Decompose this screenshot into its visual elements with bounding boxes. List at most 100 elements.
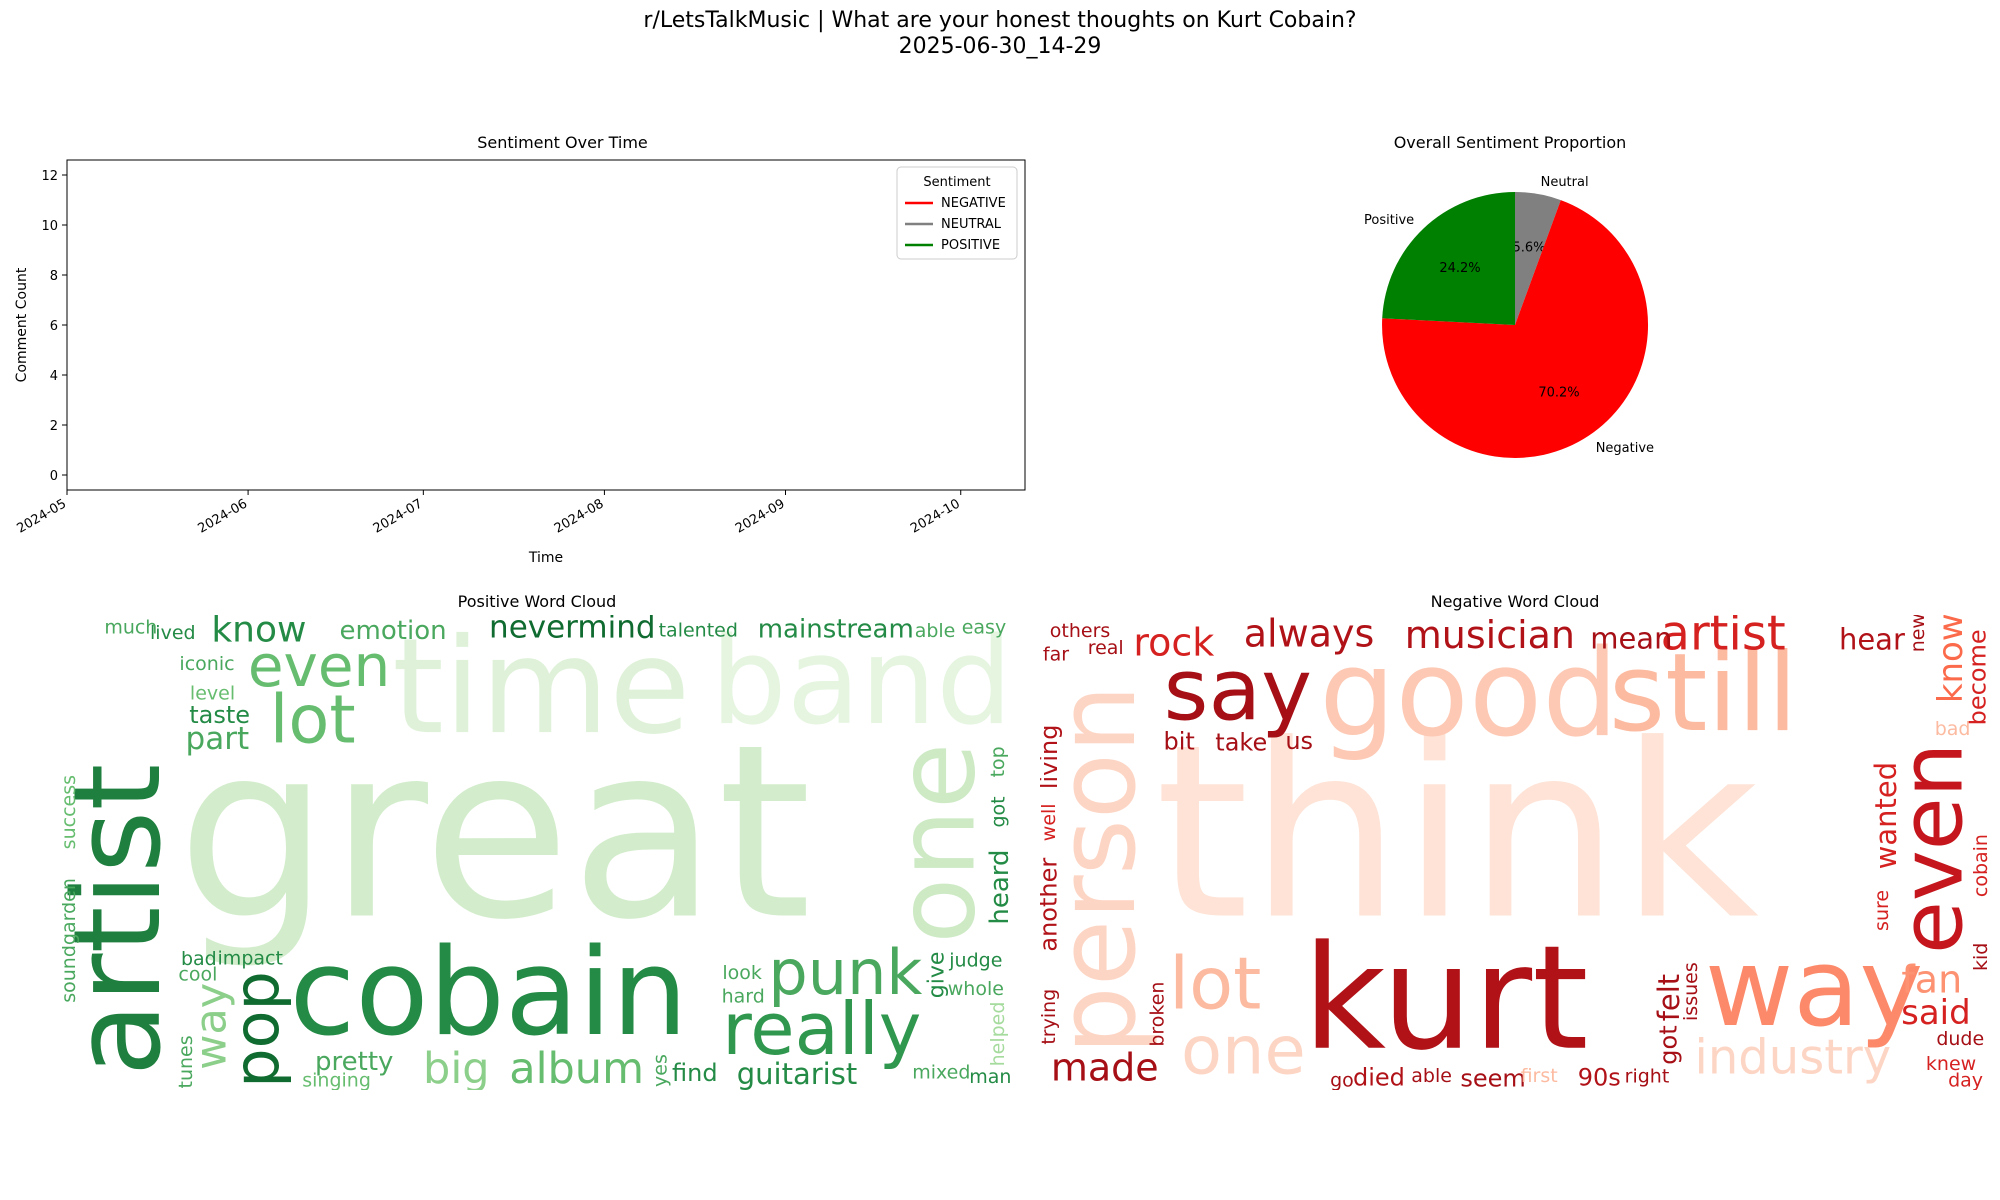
positive-cloud-word: know bbox=[211, 615, 306, 651]
negative-cloud-word: bad bbox=[1935, 718, 1971, 740]
negative-cloud-word: say bbox=[1164, 640, 1312, 740]
negative-cloud-word: mean bbox=[1590, 622, 1672, 656]
negative-cloud-word: musician bbox=[1405, 615, 1575, 657]
positive-cloud-word: pop bbox=[220, 971, 293, 1088]
positive-cloud-word: tunes bbox=[175, 1035, 197, 1088]
positive-cloud-word: great bbox=[177, 692, 812, 972]
y-axis-label: Comment Count bbox=[14, 267, 30, 382]
negative-cloud-title: Negative Word Cloud bbox=[1430, 592, 1600, 611]
negative-cloud-word: dude bbox=[1936, 1028, 1984, 1050]
negative-cloud-word: artist bbox=[1661, 615, 1786, 661]
negative-cloud-word: always bbox=[1244, 615, 1374, 655]
negative-cloud-word: sure bbox=[1871, 890, 1893, 931]
negative-cloud-word: one bbox=[1181, 1011, 1306, 1089]
y-tick-label: 2 bbox=[50, 419, 58, 434]
sentiment-pie-chart: 5.6% Neutral 70.2% Negative 24.2% Positive bbox=[1364, 175, 1654, 458]
negative-cloud-word: know bbox=[1931, 615, 1971, 703]
positive-cloud-word: mainstream bbox=[758, 615, 914, 645]
positive-cloud-word: taste bbox=[189, 701, 250, 729]
y-tick-label: 4 bbox=[50, 369, 58, 384]
pie-pct-label: 70.2% bbox=[1538, 386, 1579, 401]
positive-cloud-word: really bbox=[722, 987, 921, 1071]
negative-cloud-word: others bbox=[1050, 620, 1111, 642]
negative-cloud-word: said bbox=[1901, 993, 1971, 1033]
positive-cloud-word: top bbox=[987, 746, 1009, 777]
positive-cloud-word: band bbox=[711, 615, 1012, 752]
negative-cloud-word: us bbox=[1285, 727, 1313, 755]
negative-cloud-word: kid bbox=[1970, 943, 1990, 971]
positive-cloud-word: singing bbox=[302, 1069, 371, 1090]
positive-cloud-word: cobain bbox=[289, 924, 688, 1063]
y-tick-label: 12 bbox=[41, 169, 58, 184]
positive-cloud-word: nevermind bbox=[489, 615, 655, 645]
positive-cloud-word: album bbox=[509, 1044, 644, 1090]
positive-cloud-word: success bbox=[62, 775, 80, 849]
pie-chart-title: Overall Sentiment Proportion bbox=[1393, 133, 1627, 152]
y-tick-label: 8 bbox=[50, 269, 58, 284]
negative-cloud-word: issues bbox=[1680, 962, 1702, 1021]
negative-cloud-word: become bbox=[1964, 629, 1990, 725]
positive-cloud-word: man bbox=[969, 1066, 1011, 1088]
negative-cloud-word: think bbox=[1155, 692, 1759, 972]
negative-cloud-word: right bbox=[1625, 1066, 1670, 1088]
x-tick-label: 2024-09 bbox=[733, 496, 788, 536]
negative-cloud-word: got bbox=[1654, 1025, 1682, 1064]
positive-cloud-word: bad bbox=[181, 948, 217, 970]
negative-cloud-word: new bbox=[1907, 615, 1929, 652]
positive-cloud-word: heard bbox=[985, 849, 1012, 924]
negative-cloud-word: good bbox=[1319, 625, 1618, 764]
pie-slice-positive bbox=[1382, 192, 1515, 325]
negative-cloud-word: even bbox=[1882, 743, 1982, 954]
positive-cloud-word: mixed bbox=[912, 1061, 970, 1083]
positive-cloud-word: one bbox=[874, 743, 999, 944]
positive-cloud-word: way bbox=[187, 983, 237, 1070]
negative-cloud-word: 90s bbox=[1578, 1064, 1621, 1090]
y-tick-label: 0 bbox=[50, 469, 58, 484]
positive-cloud-word: got bbox=[987, 796, 1009, 827]
pie-pct-label: 24.2% bbox=[1439, 261, 1480, 276]
negative-cloud-word: seem bbox=[1460, 1064, 1525, 1090]
pie-slice-label: Neutral bbox=[1541, 175, 1589, 190]
positive-cloud-word: lot bbox=[270, 680, 356, 758]
y-tick-label: 10 bbox=[41, 219, 58, 234]
negative-cloud-word: first bbox=[1521, 1065, 1558, 1087]
positive-cloud-word: talented bbox=[659, 619, 738, 641]
positive-cloud-title: Positive Word Cloud bbox=[457, 592, 617, 611]
negative-cloud-word: lot bbox=[1169, 941, 1261, 1025]
positive-cloud-word: lived bbox=[150, 622, 196, 644]
positive-cloud-word: hard bbox=[722, 985, 765, 1007]
positive-cloud-word: look bbox=[722, 962, 762, 984]
negative-cloud-word: made bbox=[1051, 1046, 1159, 1090]
negative-cloud-word: far bbox=[1043, 643, 1069, 665]
positive-cloud-word: punk bbox=[768, 936, 922, 1009]
pie-slice-neutral bbox=[1515, 191, 1561, 325]
negative-cloud-word: fan bbox=[1901, 958, 1962, 1002]
positive-cloud-word: soundgarden bbox=[62, 878, 80, 1003]
negative-cloud-word: day bbox=[1948, 1069, 1983, 1090]
negative-cloud-word: rock bbox=[1133, 620, 1214, 664]
negative-cloud-word: still bbox=[1609, 631, 1798, 756]
positive-cloud-word: whole bbox=[948, 978, 1004, 1000]
positive-cloud-word: artist bbox=[62, 764, 188, 1077]
line-chart-title: Sentiment Over Time bbox=[477, 133, 648, 152]
positive-cloud-word: big bbox=[423, 1044, 490, 1090]
negative-cloud-word: broken bbox=[1147, 982, 1169, 1047]
x-tick-label: 2024-05 bbox=[14, 496, 69, 536]
positive-cloud-word: helped bbox=[987, 1002, 1009, 1067]
negative-word-cloud: think kurt good person way still even say lot one… bbox=[1040, 615, 1990, 1090]
negative-cloud-word: another bbox=[1040, 858, 1062, 952]
legend-entry: POSITIVE bbox=[941, 238, 1000, 253]
negative-cloud-word: industry bbox=[1695, 1030, 1892, 1086]
positive-cloud-word: impact bbox=[218, 948, 283, 970]
positive-cloud-word: time bbox=[392, 615, 690, 764]
negative-cloud-word: hear bbox=[1839, 622, 1905, 656]
figure-title: r/LetsTalkMusic | What are your honest t… bbox=[643, 8, 1357, 33]
x-tick-label: 2024-07 bbox=[371, 496, 426, 536]
positive-cloud-word: much bbox=[104, 617, 157, 639]
pie-slice-label: Negative bbox=[1596, 441, 1654, 456]
negative-cloud-word: trying bbox=[1040, 989, 1060, 1045]
sentiment-line-chart: 0 2 4 6 8 10 12 2024-05 2024-06 2024-07 2024-08 202… bbox=[14, 159, 1026, 566]
negative-cloud-word: well bbox=[1040, 803, 1060, 841]
negative-cloud-word: person bbox=[1040, 685, 1160, 1055]
negative-cloud-word: knew bbox=[1926, 1053, 1976, 1075]
